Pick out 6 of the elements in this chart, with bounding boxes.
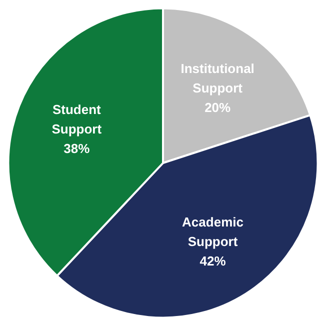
data-label: 42%	[200, 253, 226, 268]
slice-label: Academic Support	[182, 214, 244, 249]
data-label: 38%	[64, 140, 90, 156]
slice-label: Student Support	[52, 102, 102, 136]
slice-label: Institutional Support	[180, 60, 254, 96]
data-label: 20%	[204, 100, 232, 115]
